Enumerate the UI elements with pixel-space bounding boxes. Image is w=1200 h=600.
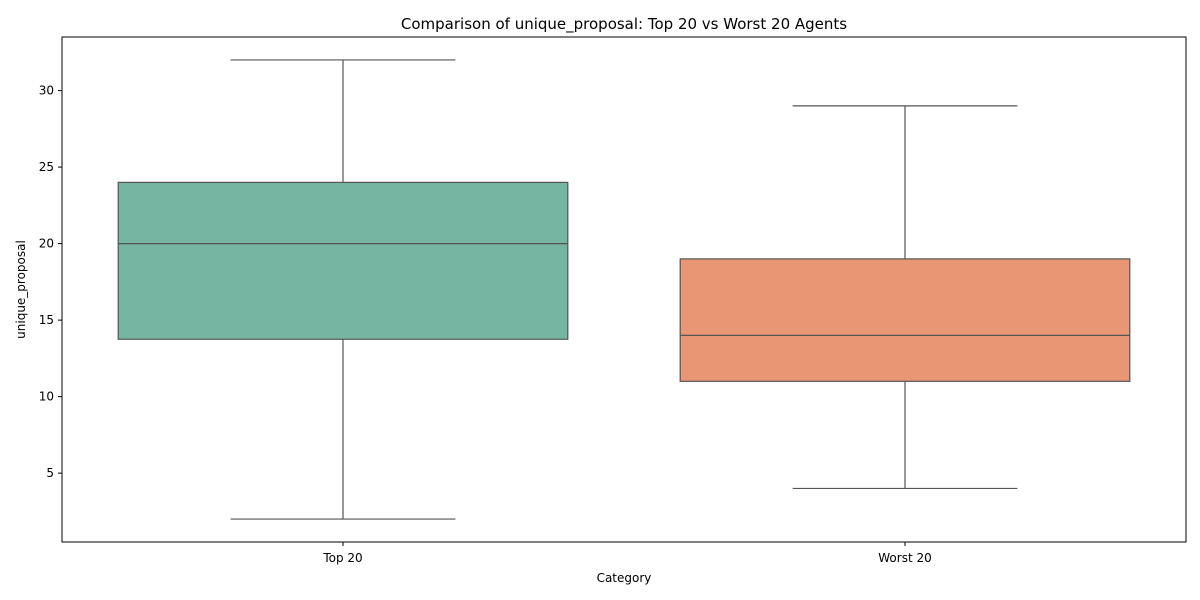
iqr-box: [679, 258, 1131, 382]
x-tick-label: Top 20: [322, 551, 362, 565]
y-tick-label: 20: [39, 237, 54, 251]
box-1: [117, 59, 569, 520]
y-tick-label: 15: [39, 313, 54, 327]
boxes-layer: [117, 59, 1131, 520]
x-axis-label: Category: [597, 571, 652, 585]
iqr-box: [117, 181, 569, 340]
y-tick-label: 30: [39, 84, 54, 98]
plot-frame: [61, 36, 1187, 543]
y-tick-label: 10: [39, 390, 54, 404]
x-axis: Top 20 Worst 20: [322, 542, 932, 565]
y-tick-label: 5: [46, 466, 54, 480]
y-tick-label: 25: [39, 160, 54, 174]
box-2: [679, 105, 1131, 490]
chart-title: Comparison of unique_proposal: Top 20 vs…: [401, 15, 847, 34]
x-tick-label: Worst 20: [878, 551, 931, 565]
y-axis: 5 10 15 20 25 30: [39, 84, 62, 480]
y-axis-label: unique_proposal: [14, 240, 28, 339]
